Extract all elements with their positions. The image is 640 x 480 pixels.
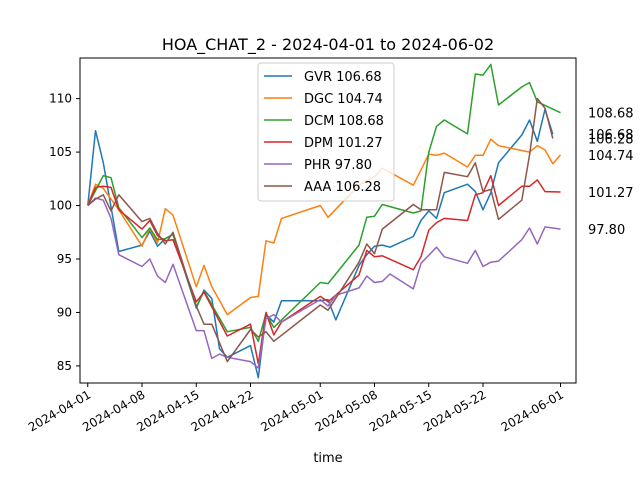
legend-entry-label: DGC 104.74 bbox=[304, 92, 383, 107]
legend-entry-label: GVR 106.68 bbox=[304, 70, 382, 85]
y-tick-label: 85 bbox=[57, 359, 72, 373]
legend: GVR 106.68 DGC 104.74 DCM 108.68 DPM 101.27… bbox=[257, 62, 395, 202]
series-line-dcm bbox=[87, 63, 561, 343]
plot-area bbox=[87, 63, 562, 379]
end-value-labels: 106.68 104.74 108.68 101.27 97.80 106.28 bbox=[588, 107, 634, 238]
end-value-label: 108.68 bbox=[588, 107, 634, 122]
end-value-label: 104.74 bbox=[588, 149, 634, 164]
x-axis-label: time bbox=[313, 451, 342, 466]
y-tick-label: 95 bbox=[57, 252, 72, 266]
end-value-label: 106.68 bbox=[588, 128, 634, 143]
legend-entry-label: DPM 101.27 bbox=[304, 136, 383, 151]
y-axis: 85 90 95 100 105 110 bbox=[49, 92, 80, 373]
end-value-label: 97.80 bbox=[588, 223, 625, 238]
y-tick-label: 100 bbox=[49, 199, 72, 213]
y-tick-label: 105 bbox=[49, 145, 72, 159]
series-line-aaa bbox=[87, 97, 554, 363]
y-tick-label: 110 bbox=[49, 92, 72, 106]
series-line-phr bbox=[87, 197, 561, 369]
legend-entry-label: DCM 108.68 bbox=[304, 114, 384, 129]
series-line-dpm bbox=[87, 174, 561, 365]
chart-title: HOA_CHAT_2 - 2024-04-01 to 2024-06-02 bbox=[162, 35, 494, 55]
y-tick-label: 90 bbox=[57, 305, 72, 319]
end-value-label: 101.27 bbox=[588, 186, 634, 201]
legend-entry-label: AAA 106.28 bbox=[304, 180, 381, 195]
axes-frame bbox=[79, 57, 577, 384]
series-line-dgc bbox=[87, 138, 562, 316]
end-value-label: 106.28 bbox=[588, 132, 634, 147]
legend-entry-label: PHR 97.80 bbox=[304, 158, 372, 173]
